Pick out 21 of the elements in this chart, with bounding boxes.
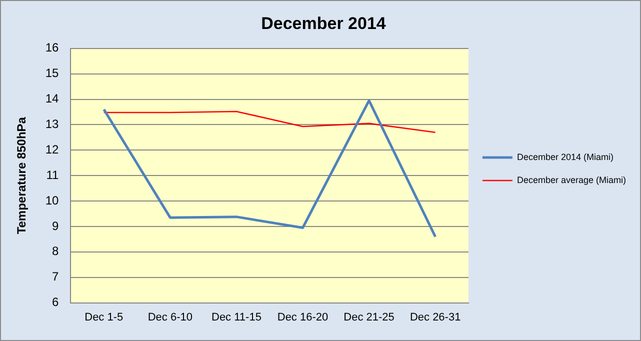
y-axis-title: Temperature 850hPa bbox=[14, 116, 29, 234]
y-tick-label: 8 bbox=[52, 244, 60, 258]
y-tick-label: 14 bbox=[45, 92, 60, 106]
y-tick-label: 13 bbox=[45, 117, 60, 132]
y-tick-label: 9 bbox=[52, 218, 60, 233]
x-tick-label: Dec 11-15 bbox=[211, 311, 262, 324]
y-tick-label: 7 bbox=[52, 270, 60, 284]
legend-label: December average (Miami) bbox=[516, 174, 626, 185]
y-tick-label: 16 bbox=[45, 40, 60, 55]
y-tick-label: 12 bbox=[45, 142, 60, 156]
legend-label: December 2014 (Miami) bbox=[516, 152, 614, 162]
x-tick-label: Dec 26-31 bbox=[410, 311, 461, 324]
x-tick-label: Dec 16-20 bbox=[277, 311, 328, 324]
y-tick-label: 15 bbox=[45, 66, 60, 80]
x-tick-label: Dec 21-25 bbox=[344, 311, 394, 324]
y-tick-label: 6 bbox=[52, 295, 60, 310]
x-tick-label: Dec 6-10 bbox=[148, 311, 192, 324]
x-tick-label: Dec 1-5 bbox=[84, 311, 124, 324]
y-tick-label: 10 bbox=[45, 193, 60, 208]
chart-title: December 2014 bbox=[261, 14, 386, 33]
y-tick-label: 11 bbox=[46, 168, 60, 182]
